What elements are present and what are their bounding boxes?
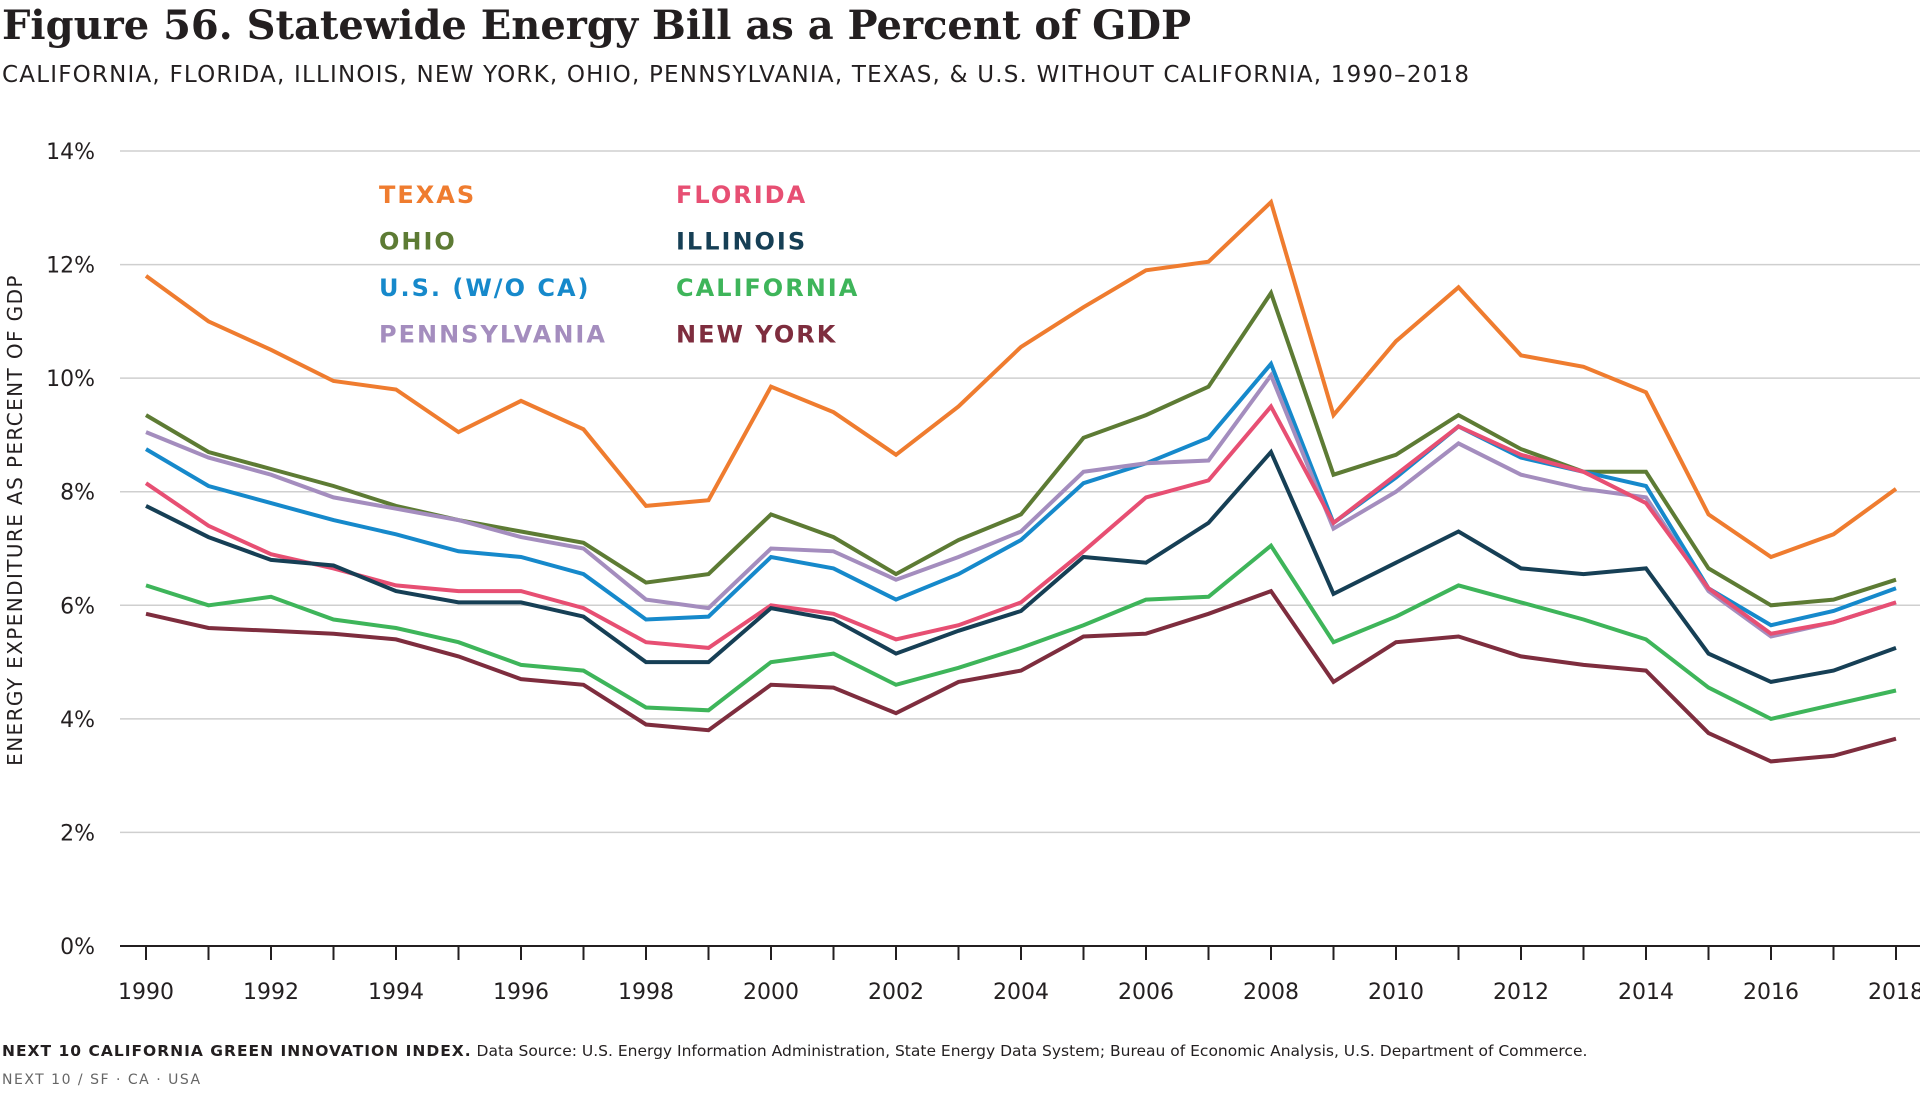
series-line-florida xyxy=(144,402,1897,650)
y-tick-label: 4% xyxy=(60,708,95,733)
x-tick-label: 1998 xyxy=(618,980,674,1005)
x-tick-label: 1996 xyxy=(493,980,549,1005)
x-tick-label: 2000 xyxy=(743,980,799,1005)
x-tick-label: 2010 xyxy=(1368,980,1424,1005)
x-tick-label: 1994 xyxy=(368,980,424,1005)
legend-entry: U.S. (W/O CA) xyxy=(379,274,590,302)
legend-entry: TEXAS xyxy=(379,181,476,209)
legend-entry: NEW YORK xyxy=(676,321,837,349)
y-axis-ticks: 0% 2% 4% 6% 8% 10% 12% 14% xyxy=(46,140,95,960)
y-tick-label: 10% xyxy=(46,367,95,392)
chart-title: Figure 56. Statewide Energy Bill as a Pe… xyxy=(2,2,1192,49)
series-line-new-york xyxy=(145,588,1897,764)
y-tick-label: 6% xyxy=(60,594,95,619)
series-line-illinois xyxy=(145,448,1897,684)
line-chart: 0% 2% 4% 6% 8% 10% 12% 14% 1990 1992 1994 1996 1998… xyxy=(3,140,1920,1005)
legend-entry: PENNSYLVANIA xyxy=(379,321,607,349)
y-tick-label: 12% xyxy=(46,254,95,279)
x-tick-label: 2008 xyxy=(1243,980,1299,1005)
series-line-u-s-w-o-ca xyxy=(144,360,1897,628)
source-text: Data Source: U.S. Energy Information Adm… xyxy=(471,1042,1588,1060)
org-line: NEXT 10 / SF · CA · USA xyxy=(2,1072,202,1088)
legend: TEXAS OHIO U.S. (W/O CA) PENNSYLVANIA FLORID… xyxy=(379,181,859,349)
x-tick-label: 2006 xyxy=(1118,980,1174,1005)
x-tick-label: 2002 xyxy=(868,980,924,1005)
x-tick-label: 1992 xyxy=(243,980,299,1005)
legend-entry: CALIFORNIA xyxy=(676,274,859,302)
x-tick-label: 2012 xyxy=(1493,980,1549,1005)
y-axis-label: ENERGY EXPENDITURE AS PERCENT OF GDP xyxy=(3,274,27,766)
x-tick-label: 2004 xyxy=(993,980,1049,1005)
y-tick-label: 0% xyxy=(60,935,95,960)
legend-entry: ILLINOIS xyxy=(676,228,807,256)
y-tick-label: 2% xyxy=(60,821,95,846)
legend-entry: FLORIDA xyxy=(676,181,807,209)
source-note: NEXT 10 CALIFORNIA GREEN INNOVATION INDE… xyxy=(2,1042,1587,1060)
series-line-california xyxy=(145,542,1897,722)
y-tick-label: 8% xyxy=(60,481,95,506)
x-axis: 1990 1992 1994 1996 1998 2000 2002 2004 2006 2008… xyxy=(118,945,1920,1005)
series-line-pennsylvania xyxy=(145,371,1897,639)
series-lines xyxy=(144,198,1898,764)
x-tick-label: 2016 xyxy=(1743,980,1799,1005)
chart-subtitle: CALIFORNIA, FLORIDA, ILLINOIS, NEW YORK,… xyxy=(2,62,1471,88)
source-lead: NEXT 10 CALIFORNIA GREEN INNOVATION INDE… xyxy=(2,1042,472,1060)
y-tick-label: 14% xyxy=(46,140,95,165)
x-tick-label: 2014 xyxy=(1618,980,1674,1005)
x-tick-label: 1990 xyxy=(118,980,174,1005)
series-line-texas xyxy=(144,198,1898,560)
legend-entry: OHIO xyxy=(379,228,457,256)
x-tick-label: 2018 xyxy=(1868,980,1920,1005)
